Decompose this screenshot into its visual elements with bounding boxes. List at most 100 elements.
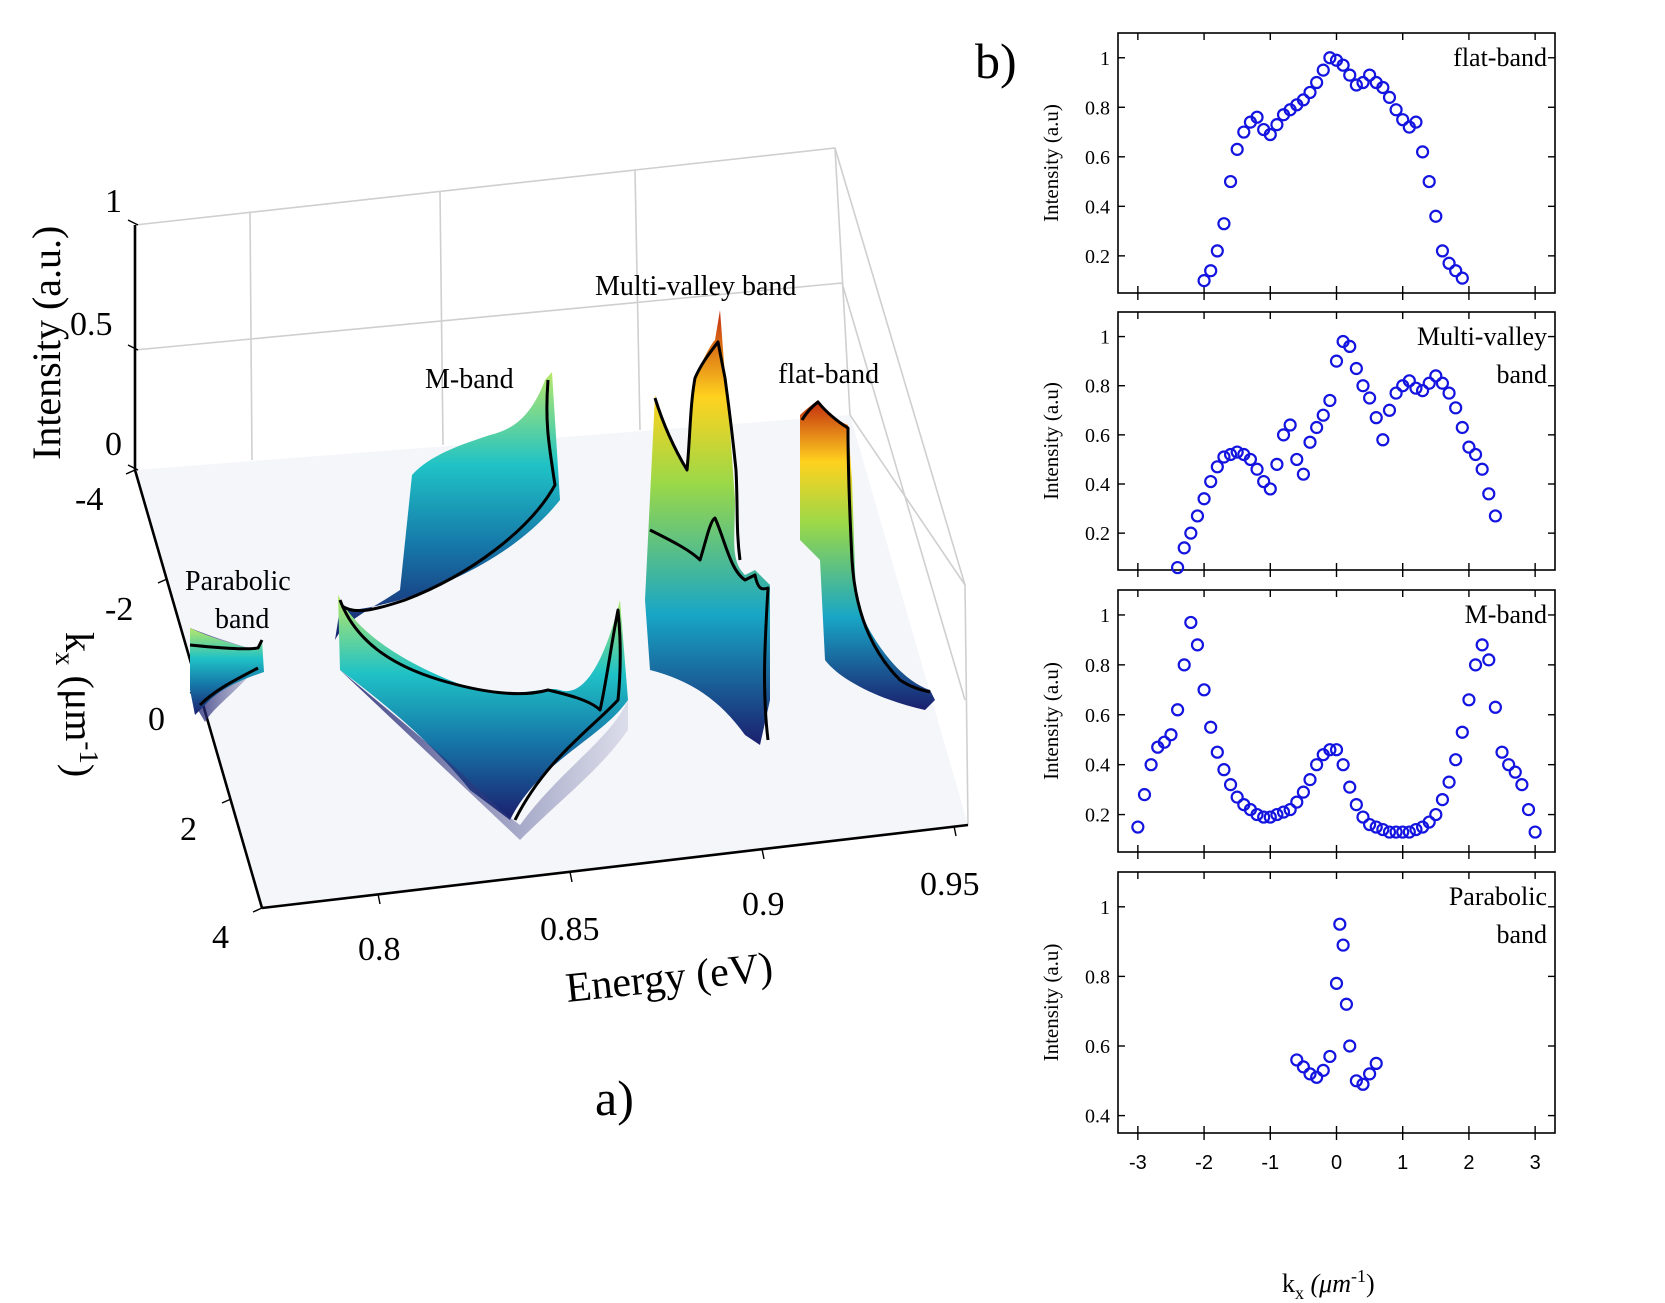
ky-tick-label-2: 2 <box>180 811 197 848</box>
x-tick-label: 3 <box>1530 1152 1541 1174</box>
ridge-flat-band-line <box>800 400 931 694</box>
energy-axis-line <box>261 823 969 910</box>
data-point <box>1435 376 1450 390</box>
y-tick-label: 0.6 <box>1085 705 1110 727</box>
data-point <box>1349 361 1363 376</box>
y-tick-label: 0.2 <box>1085 246 1110 268</box>
annotation-parabolic-line2: band <box>215 604 269 635</box>
data-point <box>1164 728 1178 742</box>
data-point <box>1230 142 1244 156</box>
subplot-title-line1: Multi-valley <box>1417 322 1547 351</box>
x-tick-label: -1 <box>1261 1152 1279 1174</box>
data-point <box>1310 1070 1324 1084</box>
data-point <box>1349 78 1363 92</box>
data-point <box>1223 447 1238 462</box>
data-point <box>1329 976 1344 990</box>
data-point <box>1369 411 1383 425</box>
data-point <box>1409 115 1423 129</box>
ky-tick-m4 <box>125 469 136 475</box>
data-point <box>1442 256 1456 270</box>
data-point <box>1250 110 1264 124</box>
subplot-ylabel: Intensity (a.u) <box>1039 662 1063 780</box>
energy-tick-09 <box>761 848 765 860</box>
data-point <box>1310 758 1324 772</box>
ridge-m-band-back <box>335 372 560 640</box>
data-point <box>1333 917 1347 931</box>
ky-tick-4 <box>252 907 263 913</box>
data-point <box>1336 758 1350 772</box>
panel-b-label: b) <box>975 33 1017 89</box>
energy-axis-label: Energy (eV) <box>563 944 775 1011</box>
energy-tick-label-09: 0.9 <box>742 886 785 923</box>
ridge-multi-valley-line-mid <box>649 516 770 741</box>
panel-a-label: a) <box>595 1070 634 1126</box>
data-point <box>1343 780 1357 794</box>
ky-tick-label-m2: -2 <box>105 591 133 628</box>
data-point <box>1442 386 1456 400</box>
data-point <box>1223 174 1238 189</box>
data-point <box>1422 376 1436 390</box>
grid-back-wall-vert-1 <box>249 211 253 461</box>
data-point <box>1356 810 1370 824</box>
data-point <box>1230 445 1244 459</box>
ridge-m-band-front-shadow <box>340 670 628 840</box>
panel-a-ridges <box>189 310 935 840</box>
data-point <box>1296 93 1310 107</box>
ridge-multi-valley-band <box>645 310 770 745</box>
data-point <box>1223 778 1238 792</box>
z-tick-0 <box>127 464 139 471</box>
subplot-4: 0.4 0.6 0.8 1 -3 -2 -1 0 1 2 3 Intensity (a.u) Parab… <box>1039 871 1556 1174</box>
annotation-m-band: M-band <box>425 364 514 395</box>
y-tick-label: 0.6 <box>1085 147 1110 169</box>
energy-tick-label-095: 0.95 <box>920 866 980 903</box>
data-point <box>1210 745 1224 759</box>
data-point <box>1217 450 1231 464</box>
data-point <box>1290 1053 1304 1067</box>
data-point <box>1204 474 1218 489</box>
data-point <box>1462 440 1476 454</box>
data-point <box>1276 805 1291 819</box>
y-tick-label: 1 <box>1100 327 1110 349</box>
y-tick-label: 0.6 <box>1085 425 1110 447</box>
data-point <box>1382 90 1397 104</box>
data-point <box>1435 792 1450 807</box>
data-point <box>1449 401 1463 415</box>
data-point <box>1210 244 1224 258</box>
y-tick-label: 0.8 <box>1085 376 1110 398</box>
z-tick-label-05: 0.5 <box>70 306 113 343</box>
data-point <box>1157 735 1171 749</box>
subplot-2: 0.2 0.4 0.6 0.8 1 Intensity (a.u) Multi-valley… <box>1039 311 1556 577</box>
subplot-frame <box>1117 32 1556 294</box>
ky-tick-2 <box>221 798 232 804</box>
data-point <box>1402 825 1416 839</box>
data-point <box>1482 653 1496 667</box>
panel-a-floor <box>135 415 968 908</box>
data-point <box>1376 822 1390 837</box>
data-point <box>1349 797 1363 812</box>
data-point <box>1449 264 1463 278</box>
data-point <box>1442 775 1456 789</box>
ridge-m-band-front <box>338 595 628 820</box>
data-point <box>1316 408 1330 422</box>
data-point <box>1270 807 1284 822</box>
ky-tick-label-0: 0 <box>148 701 165 738</box>
data-point <box>1323 393 1337 408</box>
data-point <box>1296 785 1310 799</box>
data-point <box>1422 815 1436 829</box>
data-point <box>1257 810 1271 824</box>
data-point <box>1177 541 1191 555</box>
data-point <box>1382 403 1397 417</box>
data-point <box>1131 820 1145 834</box>
subplot-title-line1: Parabolic <box>1449 882 1547 911</box>
data-point <box>1429 209 1443 223</box>
annotation-multi-valley: Multi-valley band <box>595 271 796 302</box>
data-point <box>1237 125 1251 139</box>
ky-tick-label-4: 4 <box>212 919 229 956</box>
data-point <box>1356 75 1370 90</box>
data-point <box>1455 271 1469 285</box>
subplot-1: 0.2 0.4 0.6 0.8 1 Intensity (a.u) flat-band <box>1039 32 1556 300</box>
ridge-m-band-line-front <box>338 599 622 821</box>
data-point <box>1184 526 1198 540</box>
y-tick-label: 1 <box>1100 605 1110 627</box>
